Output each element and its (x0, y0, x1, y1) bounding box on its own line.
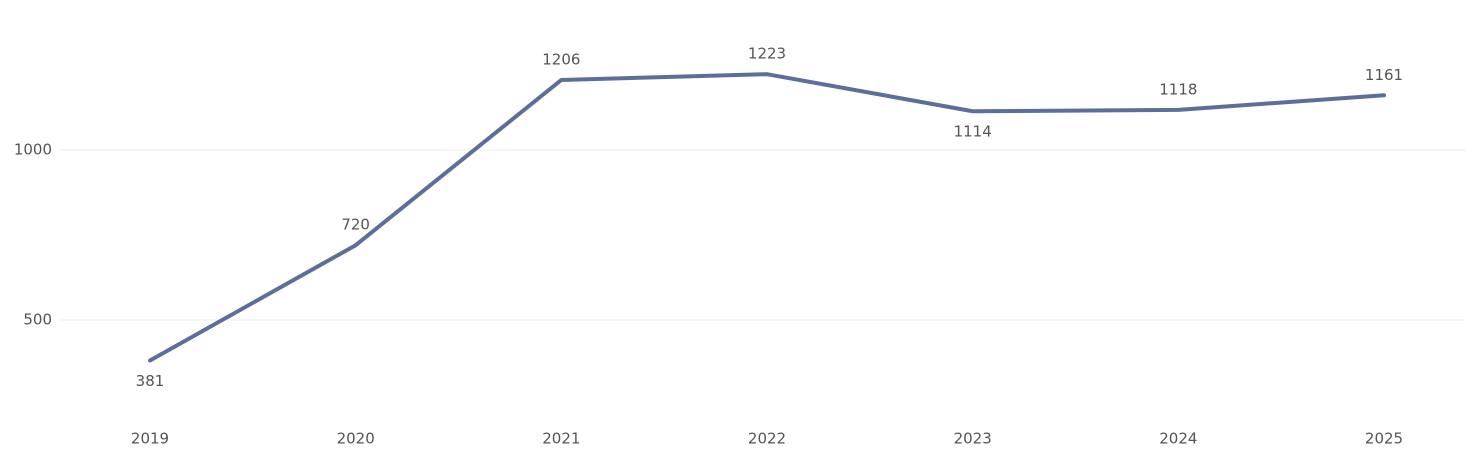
x-tick-label: 2025 (1365, 430, 1403, 448)
x-tick-label: 2020 (337, 430, 375, 448)
data-label: 720 (341, 216, 370, 234)
line (148, 72, 1386, 363)
x-tick-label: 2019 (131, 430, 169, 448)
x-tick-label: 2023 (954, 430, 992, 448)
data-label: 1114 (954, 123, 992, 141)
data-label: 1206 (542, 50, 580, 68)
y-tick-label: 500 (23, 311, 52, 329)
data-label: 381 (136, 372, 165, 390)
data-label: 1161 (1365, 66, 1403, 84)
data-label: 1118 (1159, 80, 1197, 98)
y-tick-label: 1000 (14, 141, 52, 159)
x-tick-label: 2022 (748, 430, 786, 448)
data-label: 1223 (748, 45, 786, 63)
x-tick-label: 2021 (542, 430, 580, 448)
x-tick-label: 2024 (1159, 430, 1197, 448)
